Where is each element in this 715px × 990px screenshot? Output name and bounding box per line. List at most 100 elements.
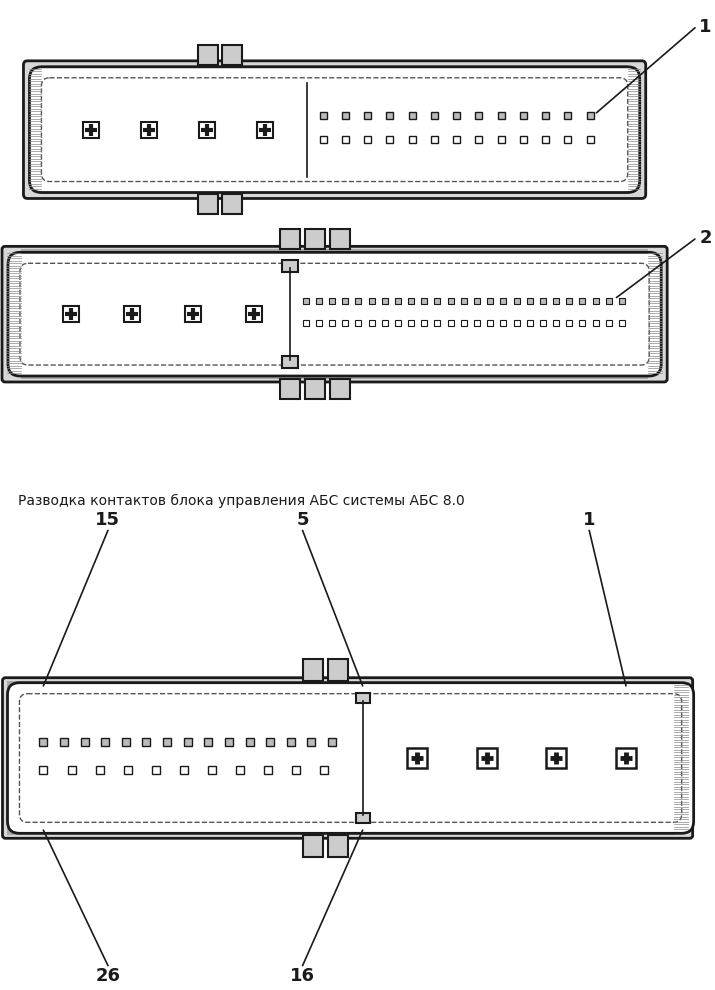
Bar <box>487 298 493 304</box>
Bar <box>282 260 297 272</box>
Bar <box>330 379 350 399</box>
Bar <box>307 739 315 746</box>
Bar <box>330 230 350 249</box>
Bar <box>475 136 483 143</box>
Bar <box>204 739 212 746</box>
Bar <box>21 372 649 379</box>
Bar <box>60 739 68 746</box>
Bar <box>619 298 625 304</box>
FancyBboxPatch shape <box>7 683 694 834</box>
Bar <box>435 298 440 304</box>
Bar <box>566 320 572 326</box>
Bar <box>225 739 233 746</box>
Bar <box>305 230 325 249</box>
Bar <box>435 320 440 326</box>
Bar <box>368 298 375 304</box>
Bar <box>184 739 192 746</box>
Bar <box>586 136 593 143</box>
Text: 26: 26 <box>95 967 120 985</box>
Bar <box>305 379 325 399</box>
Bar <box>316 320 322 326</box>
Bar <box>152 766 160 774</box>
Bar <box>198 45 218 64</box>
Bar <box>461 298 467 304</box>
Bar <box>342 298 348 304</box>
Bar <box>386 136 393 143</box>
Bar <box>448 320 453 326</box>
Text: 2: 2 <box>699 230 711 248</box>
Bar <box>364 112 371 119</box>
Bar <box>453 112 460 119</box>
Bar <box>498 136 505 143</box>
Bar <box>520 136 527 143</box>
Bar <box>265 766 272 774</box>
Text: 15: 15 <box>95 511 120 529</box>
Bar <box>245 739 254 746</box>
Bar <box>39 739 47 746</box>
Bar <box>180 766 188 774</box>
Bar <box>287 739 295 746</box>
Bar <box>408 298 414 304</box>
Bar <box>355 298 361 304</box>
Bar <box>124 766 132 774</box>
Bar <box>316 298 322 304</box>
Bar <box>448 298 453 304</box>
Bar <box>579 320 586 326</box>
Bar <box>328 739 336 746</box>
Bar <box>382 320 388 326</box>
Bar <box>236 766 244 774</box>
Text: 16: 16 <box>290 967 315 985</box>
Bar <box>320 136 327 143</box>
Bar <box>364 136 371 143</box>
Bar <box>320 766 328 774</box>
Bar <box>395 298 401 304</box>
Bar <box>593 298 598 304</box>
Bar <box>368 320 375 326</box>
Text: 1: 1 <box>583 511 596 529</box>
Bar <box>342 112 349 119</box>
Bar <box>513 320 520 326</box>
Bar <box>431 136 438 143</box>
Bar <box>474 298 480 304</box>
Bar <box>513 298 520 304</box>
Text: Разводка контактов блока управления АБС системы АБС 8.0: Разводка контактов блока управления АБС … <box>18 494 465 508</box>
Text: 5: 5 <box>297 511 309 529</box>
Bar <box>542 112 549 119</box>
Bar <box>222 194 242 215</box>
Bar <box>41 186 628 194</box>
Bar <box>7 681 674 688</box>
Bar <box>327 658 347 681</box>
Bar <box>302 658 322 681</box>
Bar <box>498 112 505 119</box>
Bar <box>619 320 625 326</box>
Bar <box>453 136 460 143</box>
Bar <box>461 320 467 326</box>
Bar <box>542 136 549 143</box>
Bar <box>579 298 586 304</box>
Bar <box>421 298 428 304</box>
Bar <box>222 45 242 64</box>
Bar <box>500 320 506 326</box>
Bar <box>355 320 361 326</box>
Bar <box>329 298 335 304</box>
Bar <box>39 766 47 774</box>
Bar <box>302 320 309 326</box>
Text: 1: 1 <box>699 18 711 36</box>
Bar <box>320 112 327 119</box>
Bar <box>593 320 598 326</box>
Bar <box>606 298 612 304</box>
FancyBboxPatch shape <box>29 66 640 192</box>
Bar <box>408 320 414 326</box>
Bar <box>67 766 76 774</box>
Bar <box>21 249 649 256</box>
Bar <box>527 298 533 304</box>
Bar <box>342 136 349 143</box>
Bar <box>327 836 347 857</box>
Bar <box>292 766 300 774</box>
Bar <box>487 320 493 326</box>
Bar <box>102 739 109 746</box>
Bar <box>566 298 572 304</box>
Bar <box>355 693 370 703</box>
Bar <box>122 739 130 746</box>
Bar <box>386 112 393 119</box>
